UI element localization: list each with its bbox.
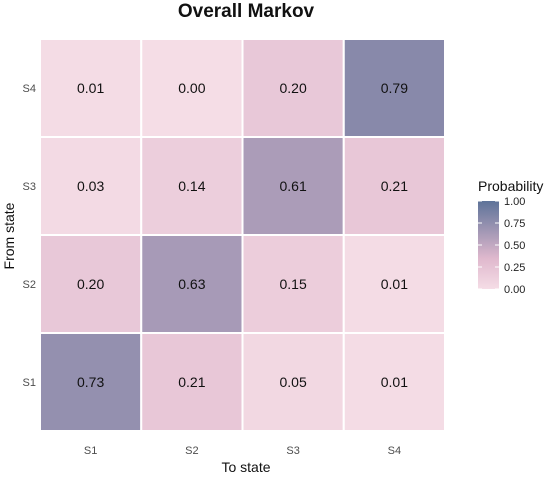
cell-value-label: 0.79 bbox=[381, 80, 408, 96]
x-tick-label: S2 bbox=[185, 445, 198, 457]
cell-value-label: 0.21 bbox=[178, 374, 205, 390]
legend-title: Probability bbox=[478, 178, 543, 194]
x-axis-label: To state bbox=[221, 459, 270, 475]
y-tick-label: S2 bbox=[23, 279, 36, 291]
cell-value-label: 0.01 bbox=[381, 374, 408, 390]
legend-ticks: 0.00 0.25 0.50 0.75 1.00 bbox=[478, 196, 525, 296]
chart-title: Overall Markov bbox=[178, 1, 315, 22]
heatmap-cell bbox=[342, 234, 446, 334]
cell-value-label: 0.73 bbox=[77, 374, 104, 390]
cell-value-label: 0.01 bbox=[77, 80, 104, 96]
cell-value-label: 0.20 bbox=[77, 276, 104, 292]
x-axis-ticks: S1 S2 S3 S4 bbox=[84, 445, 401, 457]
heatmap-cell bbox=[241, 332, 345, 432]
x-tick-label: S4 bbox=[388, 445, 401, 457]
x-tick-label: S3 bbox=[286, 445, 299, 457]
cell-value-label: 0.00 bbox=[178, 80, 205, 96]
legend-colorbar bbox=[478, 201, 499, 289]
heatmap-cell bbox=[140, 234, 244, 334]
legend-tick-label: 0.25 bbox=[504, 262, 525, 274]
heatmap-cell bbox=[39, 234, 143, 334]
y-axis-ticks: S4 S3 S2 S1 bbox=[23, 83, 36, 389]
cell-value-label: 0.03 bbox=[77, 178, 104, 194]
x-tick-label: S1 bbox=[84, 445, 97, 457]
legend-tick-label: 0.50 bbox=[504, 240, 525, 252]
y-tick-label: S4 bbox=[23, 83, 36, 95]
heatmap-cell bbox=[342, 332, 446, 432]
heatmap-cell bbox=[39, 332, 143, 432]
cell-value-label: 0.61 bbox=[280, 178, 307, 194]
legend-tick-label: 1.00 bbox=[504, 196, 525, 208]
legend-tick-label: 0.75 bbox=[504, 218, 525, 230]
cell-value-label: 0.05 bbox=[280, 374, 307, 390]
heatmap-cell bbox=[342, 136, 446, 236]
heatmap-cell bbox=[140, 332, 244, 432]
cell-value-label: 0.01 bbox=[381, 276, 408, 292]
cell-value-label: 0.15 bbox=[280, 276, 307, 292]
cell-value-label: 0.63 bbox=[178, 276, 205, 292]
color-legend: Probability 0.00 0.25 0.50 0.75 1.00 bbox=[478, 178, 543, 296]
heatmap-cell bbox=[241, 38, 345, 138]
cell-value-label: 0.20 bbox=[280, 80, 307, 96]
legend-tick-label: 0.00 bbox=[504, 284, 525, 296]
y-tick-label: S3 bbox=[23, 181, 36, 193]
heatmap-cell bbox=[39, 38, 143, 138]
heatmap-cell bbox=[140, 38, 244, 138]
cell-value-label: 0.14 bbox=[178, 178, 205, 194]
y-axis-label: From state bbox=[1, 202, 17, 269]
y-tick-label: S1 bbox=[23, 377, 36, 389]
heatmap-panel: 0.01 0.00 0.20 0.79 0.03 0.14 0.61 0.21 0.20 0.63… bbox=[39, 38, 446, 432]
cell-value-label: 0.21 bbox=[381, 178, 408, 194]
